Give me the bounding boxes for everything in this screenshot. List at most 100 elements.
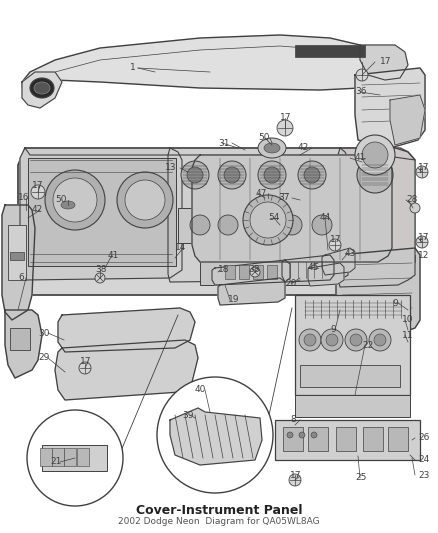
Text: 36: 36 xyxy=(355,87,367,96)
Circle shape xyxy=(329,239,341,251)
Bar xyxy=(295,45,365,57)
Bar xyxy=(52,448,64,466)
Text: 45: 45 xyxy=(308,263,319,272)
Circle shape xyxy=(250,215,270,235)
Text: 20: 20 xyxy=(285,279,297,287)
Circle shape xyxy=(125,180,165,220)
Text: 38: 38 xyxy=(95,265,106,274)
Polygon shape xyxy=(338,148,415,287)
Polygon shape xyxy=(336,248,420,335)
Bar xyxy=(28,158,176,266)
Bar xyxy=(295,395,410,417)
Text: 39: 39 xyxy=(182,410,194,419)
Circle shape xyxy=(190,215,210,235)
Circle shape xyxy=(416,166,428,178)
Circle shape xyxy=(277,120,293,136)
Text: 17: 17 xyxy=(80,358,92,367)
Polygon shape xyxy=(322,248,355,275)
Circle shape xyxy=(250,267,260,277)
Polygon shape xyxy=(390,95,425,145)
Text: 44: 44 xyxy=(320,214,331,222)
Circle shape xyxy=(258,161,286,189)
Bar xyxy=(10,328,30,350)
Polygon shape xyxy=(58,308,195,352)
Text: 9: 9 xyxy=(392,298,398,308)
Circle shape xyxy=(312,215,332,235)
Polygon shape xyxy=(2,205,35,320)
Circle shape xyxy=(350,334,362,346)
Circle shape xyxy=(224,167,240,183)
Text: 17: 17 xyxy=(290,472,301,481)
Text: 40: 40 xyxy=(195,385,206,394)
Bar xyxy=(253,265,263,279)
Text: 24: 24 xyxy=(418,456,429,464)
Ellipse shape xyxy=(61,201,75,209)
Text: 23: 23 xyxy=(418,471,429,480)
Bar xyxy=(64,448,76,466)
Text: 31: 31 xyxy=(218,139,230,148)
Circle shape xyxy=(45,170,105,230)
Text: 28: 28 xyxy=(406,196,417,205)
Circle shape xyxy=(345,329,367,351)
Text: 10: 10 xyxy=(402,316,413,325)
Text: 37: 37 xyxy=(278,193,290,203)
Bar xyxy=(225,265,235,279)
Text: 26: 26 xyxy=(418,433,429,442)
Text: 42: 42 xyxy=(298,143,309,152)
Text: 41: 41 xyxy=(355,154,366,163)
Circle shape xyxy=(264,167,280,183)
Circle shape xyxy=(187,167,203,183)
Bar xyxy=(295,295,410,395)
Bar xyxy=(8,225,26,280)
Text: 1: 1 xyxy=(130,63,136,72)
Polygon shape xyxy=(360,45,408,80)
Text: 42: 42 xyxy=(32,206,43,214)
Text: 43: 43 xyxy=(345,248,357,257)
Circle shape xyxy=(369,329,391,351)
Polygon shape xyxy=(25,148,415,160)
Bar xyxy=(308,427,328,451)
Text: 11: 11 xyxy=(402,330,413,340)
Text: 50: 50 xyxy=(55,196,67,205)
Bar xyxy=(239,265,249,279)
Bar xyxy=(267,265,277,279)
Polygon shape xyxy=(55,340,198,400)
Text: 38: 38 xyxy=(248,265,259,274)
Bar xyxy=(42,445,107,471)
Polygon shape xyxy=(218,278,285,305)
Text: 18: 18 xyxy=(218,265,230,274)
Text: 29: 29 xyxy=(38,353,49,362)
Circle shape xyxy=(374,334,386,346)
Text: 30: 30 xyxy=(38,328,49,337)
Text: 17: 17 xyxy=(280,114,292,123)
Circle shape xyxy=(53,178,97,222)
Bar xyxy=(300,365,400,387)
Polygon shape xyxy=(212,260,290,285)
Polygon shape xyxy=(5,310,42,378)
Circle shape xyxy=(298,161,326,189)
Text: 17: 17 xyxy=(418,164,430,173)
Polygon shape xyxy=(18,148,415,295)
Bar xyxy=(178,208,336,243)
Text: 6: 6 xyxy=(18,273,24,282)
Text: 17: 17 xyxy=(380,58,392,67)
Ellipse shape xyxy=(30,78,54,98)
Circle shape xyxy=(157,377,273,493)
Polygon shape xyxy=(192,155,392,262)
Circle shape xyxy=(289,474,301,486)
Circle shape xyxy=(272,217,288,233)
Circle shape xyxy=(299,432,305,438)
Text: 2002 Dodge Neon  Diagram for QA05WL8AG: 2002 Dodge Neon Diagram for QA05WL8AG xyxy=(118,518,320,527)
Text: 25: 25 xyxy=(355,473,366,482)
Circle shape xyxy=(362,142,388,168)
Bar xyxy=(336,427,356,451)
Circle shape xyxy=(243,195,293,245)
Circle shape xyxy=(218,161,246,189)
Polygon shape xyxy=(20,148,182,280)
Circle shape xyxy=(410,203,420,213)
Text: 50: 50 xyxy=(258,133,269,142)
Ellipse shape xyxy=(258,138,286,158)
Bar xyxy=(200,255,320,285)
Circle shape xyxy=(79,362,91,374)
Text: 17: 17 xyxy=(418,233,430,243)
